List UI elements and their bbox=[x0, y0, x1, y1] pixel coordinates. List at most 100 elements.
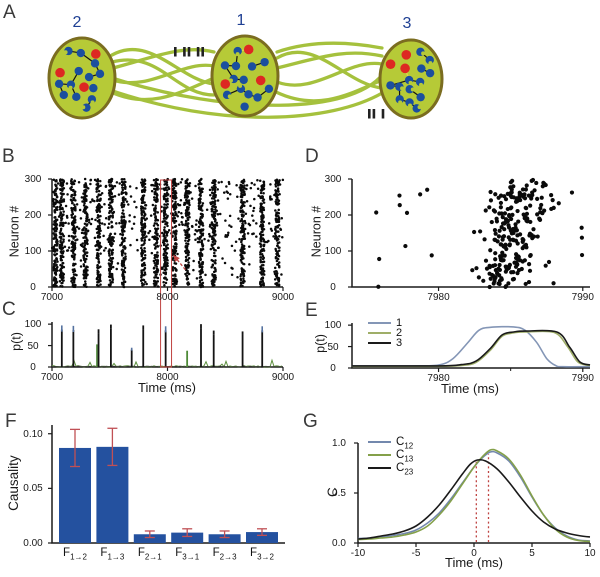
legend-item-2: 2 bbox=[368, 328, 402, 339]
spike-dot bbox=[243, 232, 246, 236]
spike-dot bbox=[85, 186, 88, 189]
spike-dot bbox=[97, 189, 101, 193]
spike-dot bbox=[274, 256, 278, 260]
neuron-blue bbox=[89, 83, 98, 93]
legend-swatch-1 bbox=[368, 322, 391, 325]
spike-dot bbox=[140, 221, 143, 225]
spike-dot bbox=[184, 255, 188, 259]
spike-dot bbox=[276, 180, 280, 183]
spike-dot bbox=[166, 197, 169, 200]
spike-dot bbox=[156, 200, 159, 203]
neuron-blue bbox=[233, 46, 242, 56]
spike-dot bbox=[261, 267, 265, 270]
spike-dot bbox=[187, 208, 190, 211]
spike-dot bbox=[124, 257, 127, 260]
causality-bar-5 bbox=[246, 532, 278, 543]
spike-dot bbox=[248, 263, 251, 266]
spike-dot bbox=[61, 274, 65, 278]
spike-dot bbox=[214, 249, 217, 252]
spike-dot bbox=[143, 188, 147, 192]
spike-dot bbox=[239, 219, 242, 223]
spike-dot bbox=[218, 212, 222, 216]
axis-xlabel-e: Time (ms) bbox=[440, 381, 499, 396]
spike-dot bbox=[154, 283, 158, 287]
spike-dot bbox=[155, 273, 158, 276]
fiber-connection bbox=[110, 58, 216, 97]
spike-dot bbox=[109, 179, 113, 183]
spike-dot bbox=[163, 258, 166, 262]
spike-dot bbox=[144, 204, 147, 207]
spike-dot bbox=[122, 224, 125, 227]
spike-dot bbox=[108, 206, 111, 210]
spike-dot bbox=[75, 225, 79, 229]
spike-dot bbox=[244, 221, 247, 225]
spike-dot bbox=[255, 222, 258, 225]
spike-dot bbox=[197, 260, 201, 264]
legend-item-C13: C13 bbox=[368, 449, 413, 463]
spike-dot bbox=[162, 252, 166, 255]
neuron-red bbox=[79, 82, 89, 92]
spike-dot bbox=[56, 208, 59, 211]
spike-dot bbox=[58, 279, 62, 283]
spike-dot bbox=[213, 251, 216, 255]
spike-dot bbox=[260, 277, 264, 280]
spike-dot bbox=[239, 277, 243, 281]
spike-dot bbox=[276, 278, 280, 281]
bar-category-sub: 1→3 bbox=[107, 552, 125, 562]
spike-dot bbox=[156, 276, 160, 280]
spike-dot bbox=[107, 222, 111, 225]
spike-dot bbox=[205, 208, 209, 211]
ytick-label-F: 0.00 bbox=[23, 538, 43, 549]
spike-dot bbox=[243, 192, 246, 196]
spike-dot bbox=[275, 281, 279, 285]
spike-dot bbox=[515, 233, 520, 238]
spike-dot bbox=[260, 227, 264, 231]
spike-dot bbox=[241, 227, 244, 230]
spike-dot bbox=[55, 179, 58, 182]
spike-dot bbox=[142, 264, 145, 267]
spike-dot bbox=[276, 230, 279, 233]
spike-dot bbox=[113, 184, 117, 188]
correlation-curve-C23 bbox=[357, 458, 591, 540]
spike-dot bbox=[496, 234, 502, 239]
spike-dot bbox=[234, 240, 238, 243]
spike-dot bbox=[82, 270, 86, 274]
spike-dot bbox=[260, 264, 264, 267]
spike-dot bbox=[520, 237, 525, 242]
legend-label-1: 1 bbox=[396, 317, 403, 329]
ytick-label-G: 0.5 bbox=[332, 488, 346, 499]
spike-dot bbox=[156, 267, 159, 271]
spike-dot bbox=[70, 249, 73, 253]
spike-dot bbox=[154, 219, 157, 222]
spike-dot bbox=[96, 241, 99, 244]
spike-dot bbox=[56, 182, 60, 185]
connection-tally-mark bbox=[201, 47, 204, 57]
spike-dot bbox=[61, 261, 64, 265]
spike-dot bbox=[216, 199, 220, 202]
spike-dot bbox=[184, 185, 188, 188]
spike-dot bbox=[118, 221, 121, 225]
spike-dot bbox=[539, 202, 544, 208]
spike-dot bbox=[197, 204, 201, 208]
ytick-label-D: 200 bbox=[324, 210, 342, 221]
spike-dot bbox=[579, 252, 585, 258]
spike-dot bbox=[165, 256, 168, 260]
spike-dot bbox=[150, 251, 154, 255]
spike-dot bbox=[53, 220, 56, 224]
spike-dot bbox=[214, 199, 217, 203]
spike-dot bbox=[82, 204, 86, 207]
spike-dot bbox=[94, 218, 97, 222]
spike-dot bbox=[60, 276, 63, 280]
spike-dot bbox=[241, 185, 244, 189]
neuron-blue bbox=[239, 75, 248, 85]
spike-dot bbox=[154, 216, 157, 219]
spike-dot bbox=[177, 210, 181, 214]
spike-dot bbox=[62, 222, 65, 225]
spike-dot bbox=[84, 266, 87, 270]
spike-dot bbox=[52, 247, 55, 251]
spike-dot bbox=[54, 189, 57, 193]
spike-dot bbox=[164, 213, 167, 216]
spike-dot bbox=[227, 231, 230, 234]
spike-dot bbox=[83, 195, 86, 198]
spike-dot bbox=[240, 190, 243, 193]
